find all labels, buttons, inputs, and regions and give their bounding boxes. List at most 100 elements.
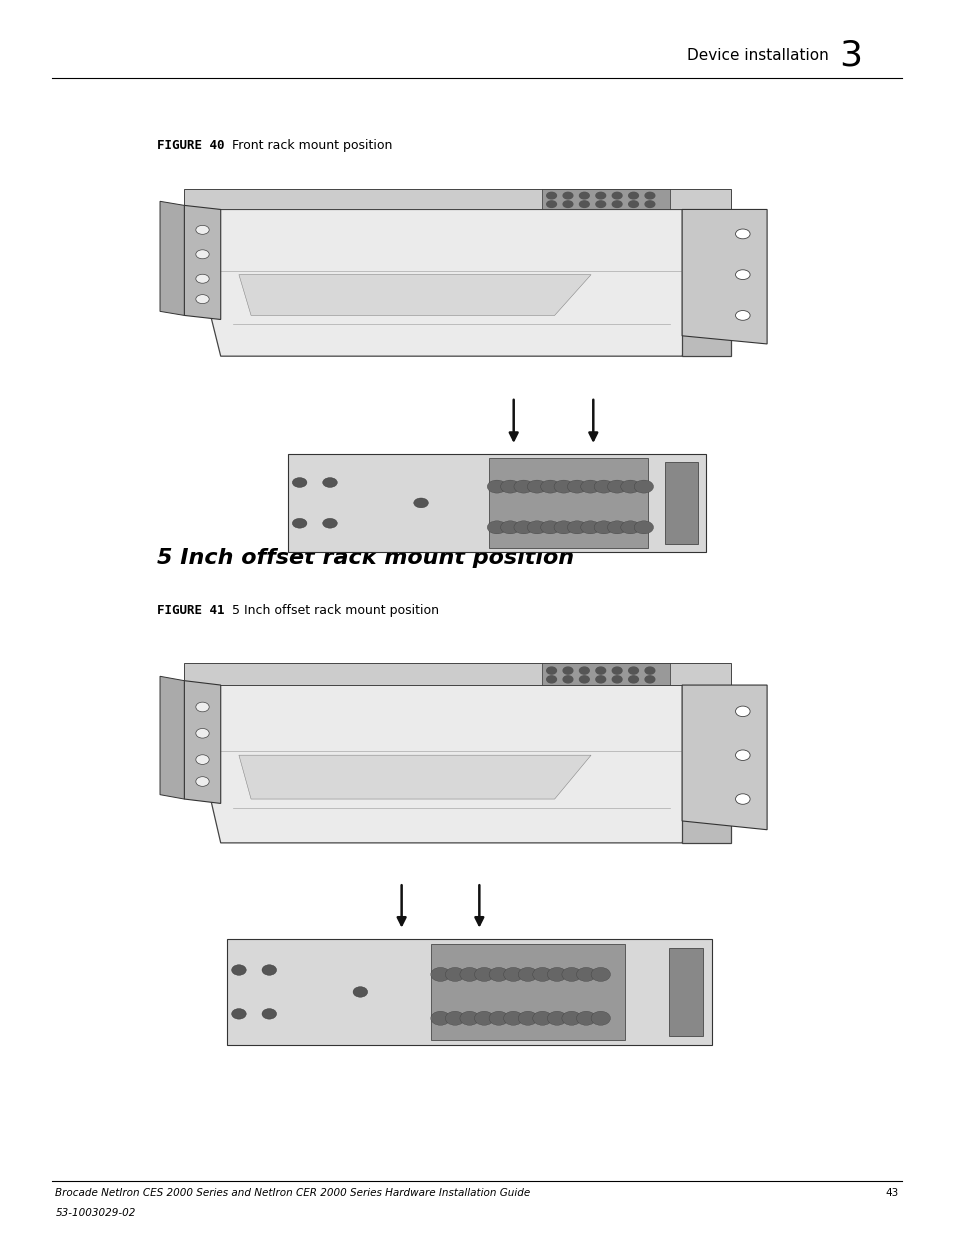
Circle shape — [517, 967, 537, 982]
Circle shape — [195, 295, 209, 304]
Circle shape — [445, 967, 464, 982]
Circle shape — [503, 967, 522, 982]
Circle shape — [596, 676, 605, 683]
Text: 5 Inch offset rack mount position: 5 Inch offset rack mount position — [232, 604, 438, 616]
Text: Front rack mount position: Front rack mount position — [232, 140, 392, 152]
Circle shape — [459, 967, 478, 982]
Circle shape — [474, 1011, 494, 1025]
Circle shape — [596, 667, 605, 674]
Circle shape — [547, 1011, 566, 1025]
Circle shape — [414, 498, 428, 508]
Text: Device installation: Device installation — [686, 48, 828, 63]
Circle shape — [735, 794, 749, 804]
Circle shape — [500, 521, 519, 534]
Bar — [542, 189, 669, 210]
Circle shape — [562, 193, 572, 199]
Circle shape — [487, 480, 506, 493]
Bar — [227, 940, 712, 1045]
Circle shape — [735, 310, 749, 320]
Circle shape — [644, 193, 654, 199]
Circle shape — [735, 228, 749, 238]
Polygon shape — [238, 755, 591, 799]
Circle shape — [540, 521, 559, 534]
Circle shape — [547, 967, 566, 982]
Circle shape — [532, 967, 552, 982]
Circle shape — [561, 1011, 580, 1025]
Circle shape — [195, 755, 209, 764]
Circle shape — [628, 667, 638, 674]
Circle shape — [612, 676, 621, 683]
Circle shape — [487, 521, 506, 534]
Circle shape — [195, 274, 209, 283]
Circle shape — [578, 667, 589, 674]
Circle shape — [634, 521, 653, 534]
Bar — [664, 462, 698, 543]
Circle shape — [353, 987, 367, 997]
Circle shape — [527, 480, 546, 493]
Circle shape — [554, 521, 573, 534]
Circle shape — [322, 478, 337, 488]
Bar — [668, 948, 702, 1036]
Circle shape — [594, 480, 613, 493]
Circle shape — [576, 967, 596, 982]
Circle shape — [735, 750, 749, 761]
Circle shape — [514, 521, 533, 534]
Circle shape — [546, 201, 556, 207]
Circle shape — [567, 480, 586, 493]
Circle shape — [644, 201, 654, 207]
Circle shape — [620, 480, 639, 493]
Circle shape — [489, 1011, 508, 1025]
Text: Brocade NetIron CES 2000 Series and NetIron CER 2000 Series Hardware Installatio: Brocade NetIron CES 2000 Series and NetI… — [55, 1188, 530, 1198]
Circle shape — [596, 201, 605, 207]
Circle shape — [578, 676, 589, 683]
Polygon shape — [184, 189, 730, 210]
Bar — [542, 663, 669, 685]
Circle shape — [503, 1011, 522, 1025]
Polygon shape — [238, 274, 591, 315]
Text: FIGURE 41: FIGURE 41 — [157, 604, 225, 616]
Circle shape — [591, 967, 610, 982]
Circle shape — [554, 480, 573, 493]
Circle shape — [322, 519, 337, 529]
Circle shape — [514, 480, 533, 493]
Circle shape — [445, 1011, 464, 1025]
Circle shape — [195, 777, 209, 787]
Circle shape — [262, 965, 276, 976]
Polygon shape — [681, 685, 766, 830]
Polygon shape — [681, 685, 730, 842]
Circle shape — [195, 729, 209, 739]
Circle shape — [628, 193, 638, 199]
Bar — [488, 458, 647, 547]
Circle shape — [546, 193, 556, 199]
Circle shape — [634, 480, 653, 493]
Circle shape — [607, 480, 626, 493]
Circle shape — [628, 201, 638, 207]
Circle shape — [232, 1009, 246, 1019]
Circle shape — [620, 521, 639, 534]
Circle shape — [578, 201, 589, 207]
Circle shape — [474, 967, 494, 982]
Circle shape — [561, 967, 580, 982]
Circle shape — [459, 1011, 478, 1025]
Circle shape — [578, 193, 589, 199]
Circle shape — [591, 1011, 610, 1025]
Circle shape — [576, 1011, 596, 1025]
Circle shape — [562, 667, 572, 674]
Circle shape — [596, 193, 605, 199]
Circle shape — [195, 703, 209, 711]
Circle shape — [431, 967, 450, 982]
Circle shape — [612, 201, 621, 207]
Text: FIGURE 40: FIGURE 40 — [157, 140, 225, 152]
Circle shape — [500, 480, 519, 493]
Circle shape — [594, 521, 613, 534]
Circle shape — [195, 225, 209, 235]
Circle shape — [532, 1011, 552, 1025]
Circle shape — [562, 201, 572, 207]
Circle shape — [580, 521, 599, 534]
Text: 3: 3 — [839, 38, 862, 73]
Circle shape — [540, 480, 559, 493]
Circle shape — [292, 519, 307, 529]
Circle shape — [644, 676, 654, 683]
Circle shape — [562, 676, 572, 683]
Polygon shape — [184, 685, 730, 842]
